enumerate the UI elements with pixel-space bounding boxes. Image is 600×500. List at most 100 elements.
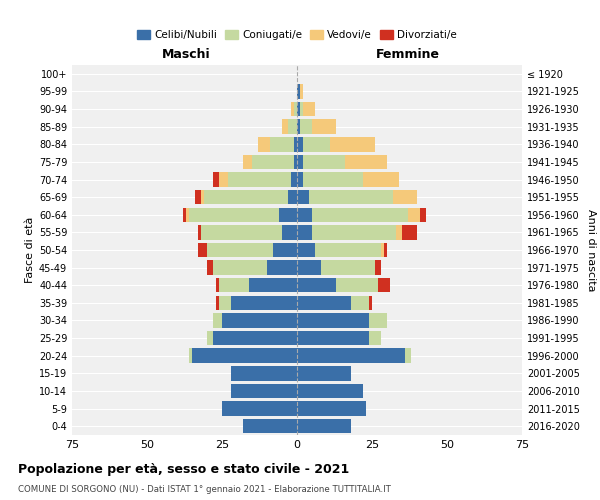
Bar	[204, 190, 288, 204]
Bar	[378, 278, 390, 292]
Bar	[219, 278, 249, 292]
Bar	[252, 154, 294, 169]
Bar	[408, 208, 420, 222]
Bar	[312, 208, 408, 222]
Bar	[216, 296, 219, 310]
Bar	[297, 172, 303, 186]
Bar	[273, 243, 297, 257]
Bar	[297, 120, 300, 134]
Bar	[183, 208, 186, 222]
Bar	[297, 190, 309, 204]
Bar	[321, 260, 375, 275]
Bar	[213, 314, 222, 328]
Bar	[303, 172, 363, 186]
Bar	[222, 314, 297, 328]
Bar	[297, 419, 351, 434]
Bar	[192, 348, 297, 363]
Bar	[207, 260, 213, 275]
Bar	[300, 102, 303, 117]
Y-axis label: Anni di nascita: Anni di nascita	[586, 209, 596, 291]
Bar	[213, 331, 297, 345]
Bar	[270, 137, 294, 152]
Bar	[219, 296, 231, 310]
Bar	[288, 190, 297, 204]
Bar	[369, 296, 372, 310]
Bar	[303, 154, 345, 169]
Bar	[195, 190, 201, 204]
Text: COMUNE DI SORGONO (NU) - Dati ISTAT 1° gennaio 2021 - Elaborazione TUTTITALIA.IT: COMUNE DI SORGONO (NU) - Dati ISTAT 1° g…	[18, 485, 391, 494]
Text: Femmine: Femmine	[376, 48, 440, 62]
Bar	[282, 120, 288, 134]
Text: Maschi: Maschi	[161, 48, 211, 62]
Bar	[231, 366, 297, 380]
Bar	[201, 190, 204, 204]
Text: Popolazione per età, sesso e stato civile - 2021: Popolazione per età, sesso e stato civil…	[18, 462, 349, 475]
Bar	[363, 172, 399, 186]
Bar	[297, 402, 366, 416]
Bar	[303, 102, 315, 117]
Bar	[369, 314, 387, 328]
Y-axis label: Fasce di età: Fasce di età	[25, 217, 35, 283]
Bar	[294, 154, 297, 169]
Bar	[186, 208, 189, 222]
Bar	[207, 331, 213, 345]
Bar	[402, 225, 417, 240]
Bar	[228, 172, 291, 186]
Bar	[189, 348, 192, 363]
Bar	[381, 243, 384, 257]
Bar	[297, 154, 303, 169]
Bar	[297, 278, 336, 292]
Bar	[279, 208, 297, 222]
Bar	[297, 102, 300, 117]
Bar	[267, 260, 297, 275]
Bar	[351, 296, 369, 310]
Bar	[303, 137, 330, 152]
Bar	[213, 172, 219, 186]
Bar	[405, 348, 411, 363]
Bar	[297, 208, 312, 222]
Bar	[294, 137, 297, 152]
Bar	[258, 137, 270, 152]
Bar	[300, 84, 303, 98]
Bar	[312, 120, 336, 134]
Bar	[291, 172, 297, 186]
Bar	[309, 190, 393, 204]
Bar	[189, 208, 279, 222]
Bar	[249, 278, 297, 292]
Bar	[345, 154, 387, 169]
Bar	[300, 120, 312, 134]
Bar	[216, 278, 219, 292]
Bar	[297, 243, 315, 257]
Bar	[297, 137, 303, 152]
Bar	[384, 243, 387, 257]
Bar	[297, 296, 351, 310]
Bar	[336, 278, 378, 292]
Bar	[207, 243, 273, 257]
Bar	[198, 225, 201, 240]
Bar	[315, 243, 381, 257]
Bar	[198, 243, 207, 257]
Legend: Celibi/Nubili, Coniugati/e, Vedovi/e, Divorziati/e: Celibi/Nubili, Coniugati/e, Vedovi/e, Di…	[133, 26, 461, 44]
Bar	[297, 348, 405, 363]
Bar	[369, 331, 381, 345]
Bar	[297, 260, 321, 275]
Bar	[291, 102, 294, 117]
Bar	[393, 190, 417, 204]
Bar	[243, 154, 252, 169]
Bar	[297, 84, 300, 98]
Bar	[294, 102, 297, 117]
Bar	[297, 366, 351, 380]
Bar	[312, 225, 396, 240]
Bar	[288, 120, 297, 134]
Bar	[201, 225, 282, 240]
Bar	[375, 260, 381, 275]
Bar	[282, 225, 297, 240]
Bar	[297, 331, 369, 345]
Bar	[297, 384, 363, 398]
Bar	[213, 260, 267, 275]
Bar	[219, 172, 228, 186]
Bar	[243, 419, 297, 434]
Bar	[222, 402, 297, 416]
Bar	[297, 225, 312, 240]
Bar	[330, 137, 375, 152]
